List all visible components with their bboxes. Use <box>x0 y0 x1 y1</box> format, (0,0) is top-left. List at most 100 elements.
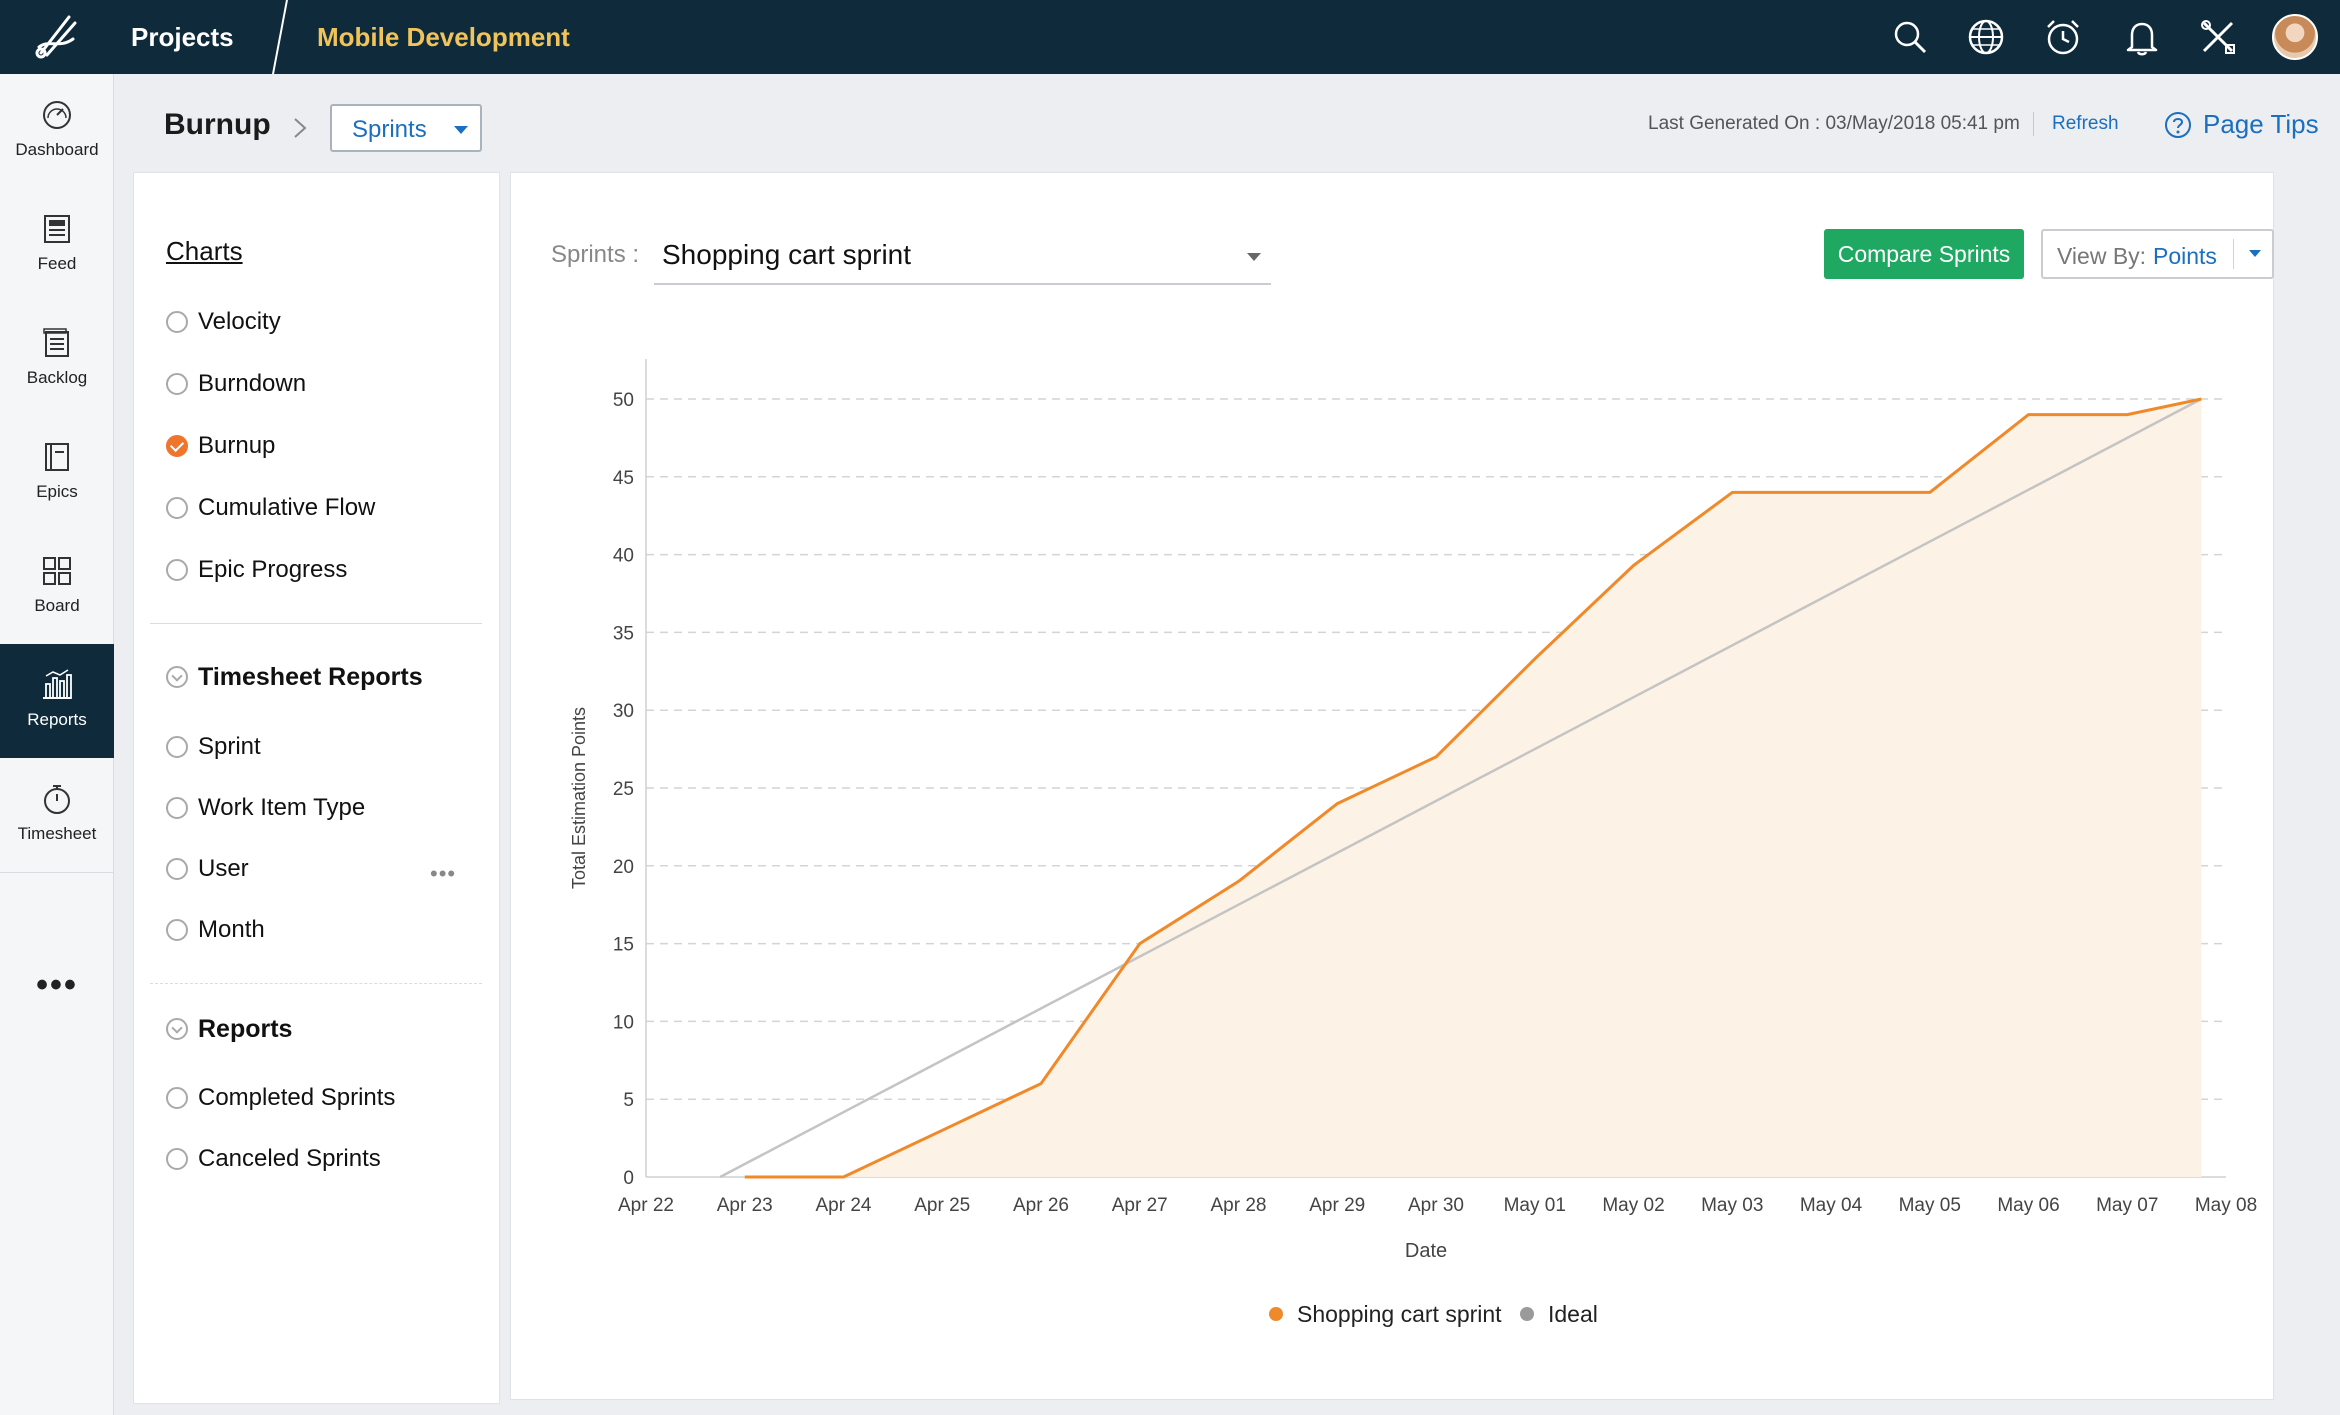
option-label: Sprint <box>198 733 261 760</box>
option-label: Canceled Sprints <box>198 1145 381 1172</box>
collapse-chevron-icon[interactable] <box>166 666 188 688</box>
timesheet-option-user[interactable]: User <box>166 854 249 884</box>
radio-button[interactable] <box>166 858 188 880</box>
app-logo-icon[interactable] <box>0 0 114 74</box>
x-tick-label: May 07 <box>2096 1195 2158 1216</box>
help-icon[interactable] <box>2164 111 2192 139</box>
nav-label: Board <box>34 596 80 615</box>
sprint-dropdown[interactable]: Shopping cart sprint <box>654 227 1271 285</box>
y-tick-label: 30 <box>613 701 634 722</box>
x-tick-label: Apr 23 <box>717 1195 773 1216</box>
user-avatar[interactable] <box>2272 14 2318 60</box>
nav-item-feed[interactable]: Feed <box>0 188 114 302</box>
more-options-icon[interactable]: ••• <box>430 861 457 886</box>
y-tick-label: 5 <box>623 1090 634 1111</box>
reports-icon <box>43 669 72 699</box>
series-area-fill <box>744 399 2202 1177</box>
x-tick-label: Apr 22 <box>618 1195 674 1216</box>
nav-item-board[interactable]: Board <box>0 530 114 644</box>
y-tick-label: 20 <box>613 857 634 878</box>
alarm-clock-icon[interactable] <box>2040 14 2086 60</box>
chart-option-cumulative-flow[interactable]: Cumulative Flow <box>166 493 375 523</box>
legend-label: Shopping cart sprint <box>1297 1300 1502 1327</box>
globe-icon[interactable] <box>1963 14 2009 60</box>
legend-swatch <box>1269 1307 1283 1321</box>
chevron-down-icon <box>2249 250 2261 257</box>
chart-option-velocity[interactable]: Velocity <box>166 307 281 337</box>
timesheet-section-title: Timesheet Reports <box>198 662 423 691</box>
refresh-link[interactable]: Refresh <box>2052 113 2119 134</box>
nav-label: Dashboard <box>15 140 99 159</box>
radio-button[interactable] <box>166 373 188 395</box>
y-tick-label: 35 <box>613 623 634 644</box>
compare-sprints-button[interactable]: Compare Sprints <box>1824 229 2024 279</box>
legend-item-shopping-cart-sprint[interactable]: Shopping cart sprint <box>1269 1299 1502 1329</box>
legend-item-ideal[interactable]: Ideal <box>1520 1299 1598 1329</box>
timesheet-option-sprint[interactable]: Sprint <box>166 732 261 762</box>
view-by-dropdown[interactable]: View By: Points <box>2041 229 2274 279</box>
x-tick-label: Apr 24 <box>816 1195 872 1216</box>
radio-button[interactable] <box>166 1148 188 1170</box>
x-tick-label: May 02 <box>1602 1195 1664 1216</box>
projects-link[interactable]: Projects <box>131 22 234 52</box>
reports-option-completed-sprints[interactable]: Completed Sprints <box>166 1083 395 1113</box>
x-tick-label: Apr 26 <box>1013 1195 1069 1216</box>
chart-option-epic-progress[interactable]: Epic Progress <box>166 555 347 585</box>
chevron-down-icon <box>1247 253 1261 261</box>
option-label: Cumulative Flow <box>198 494 376 521</box>
timesheet-section-header[interactable]: Timesheet Reports <box>166 662 423 692</box>
collapse-chevron-icon[interactable] <box>166 1018 188 1040</box>
nav-item-backlog[interactable]: Backlog <box>0 302 114 416</box>
option-label: Burndown <box>198 370 307 397</box>
chart-option-burndown[interactable]: Burndown <box>166 369 306 399</box>
feed-icon <box>44 215 70 243</box>
y-tick-label: 0 <box>623 1168 634 1189</box>
radio-button[interactable] <box>166 1087 188 1109</box>
reports-section-header[interactable]: Reports <box>166 1014 292 1044</box>
nav-item-reports[interactable]: Reports <box>0 644 114 758</box>
charts-section-title[interactable]: Charts <box>166 236 243 266</box>
radio-button[interactable] <box>166 497 188 519</box>
y-tick-label: 15 <box>613 935 634 956</box>
radio-button[interactable] <box>166 736 188 758</box>
reports-option-canceled-sprints[interactable]: Canceled Sprints <box>166 1144 381 1174</box>
nav-label: Reports <box>27 710 87 729</box>
series-line-ideal <box>719 397 2202 1179</box>
y-axis-title: Total Estimation Points <box>569 707 589 889</box>
x-tick-label: Apr 29 <box>1309 1195 1365 1216</box>
nav-item-dashboard[interactable]: Dashboard <box>0 74 114 188</box>
project-name-link[interactable]: Mobile Development <box>317 22 570 52</box>
tools-icon[interactable] <box>2195 14 2241 60</box>
legend-swatch <box>1520 1307 1534 1321</box>
option-label: Completed Sprints <box>198 1084 396 1111</box>
timesheet-option-month[interactable]: Month <box>166 915 265 945</box>
option-label: Epic Progress <box>198 556 348 583</box>
option-label: Velocity <box>198 308 281 335</box>
epics-icon <box>45 443 69 471</box>
top-bar: Projects Mobile Development <box>0 0 2340 74</box>
radio-button[interactable] <box>166 559 188 581</box>
nav-item-epics[interactable]: Epics <box>0 416 114 530</box>
x-tick-label: May 01 <box>1504 1195 1566 1216</box>
more-options-icon[interactable]: ••• <box>36 966 78 1004</box>
radio-button-checked[interactable] <box>166 435 188 457</box>
breadcrumb-slash <box>272 0 288 74</box>
x-tick-label: May 05 <box>1899 1195 1961 1216</box>
radio-button[interactable] <box>166 797 188 819</box>
header-divider <box>2033 112 2034 136</box>
x-tick-label: May 06 <box>1997 1195 2059 1216</box>
bell-icon[interactable] <box>2119 14 2165 60</box>
radio-button[interactable] <box>166 919 188 941</box>
chart-option-burnup[interactable]: Burnup <box>166 431 275 461</box>
timesheet-option-work-item-type[interactable]: Work Item Type <box>166 793 365 823</box>
report-scope-dropdown[interactable]: Sprints <box>330 104 482 152</box>
report-scope-value: Sprints <box>352 116 427 143</box>
search-icon[interactable] <box>1887 14 1933 60</box>
y-tick-label: 10 <box>613 1012 634 1033</box>
nav-item-timesheet[interactable]: Timesheet <box>0 758 114 872</box>
x-tick-label: Apr 30 <box>1408 1195 1464 1216</box>
radio-button[interactable] <box>166 311 188 333</box>
dropdown-divider <box>2233 239 2234 269</box>
page-tips-link[interactable]: Page Tips <box>2203 109 2319 139</box>
sprint-dropdown-value: Shopping cart sprint <box>662 239 912 270</box>
